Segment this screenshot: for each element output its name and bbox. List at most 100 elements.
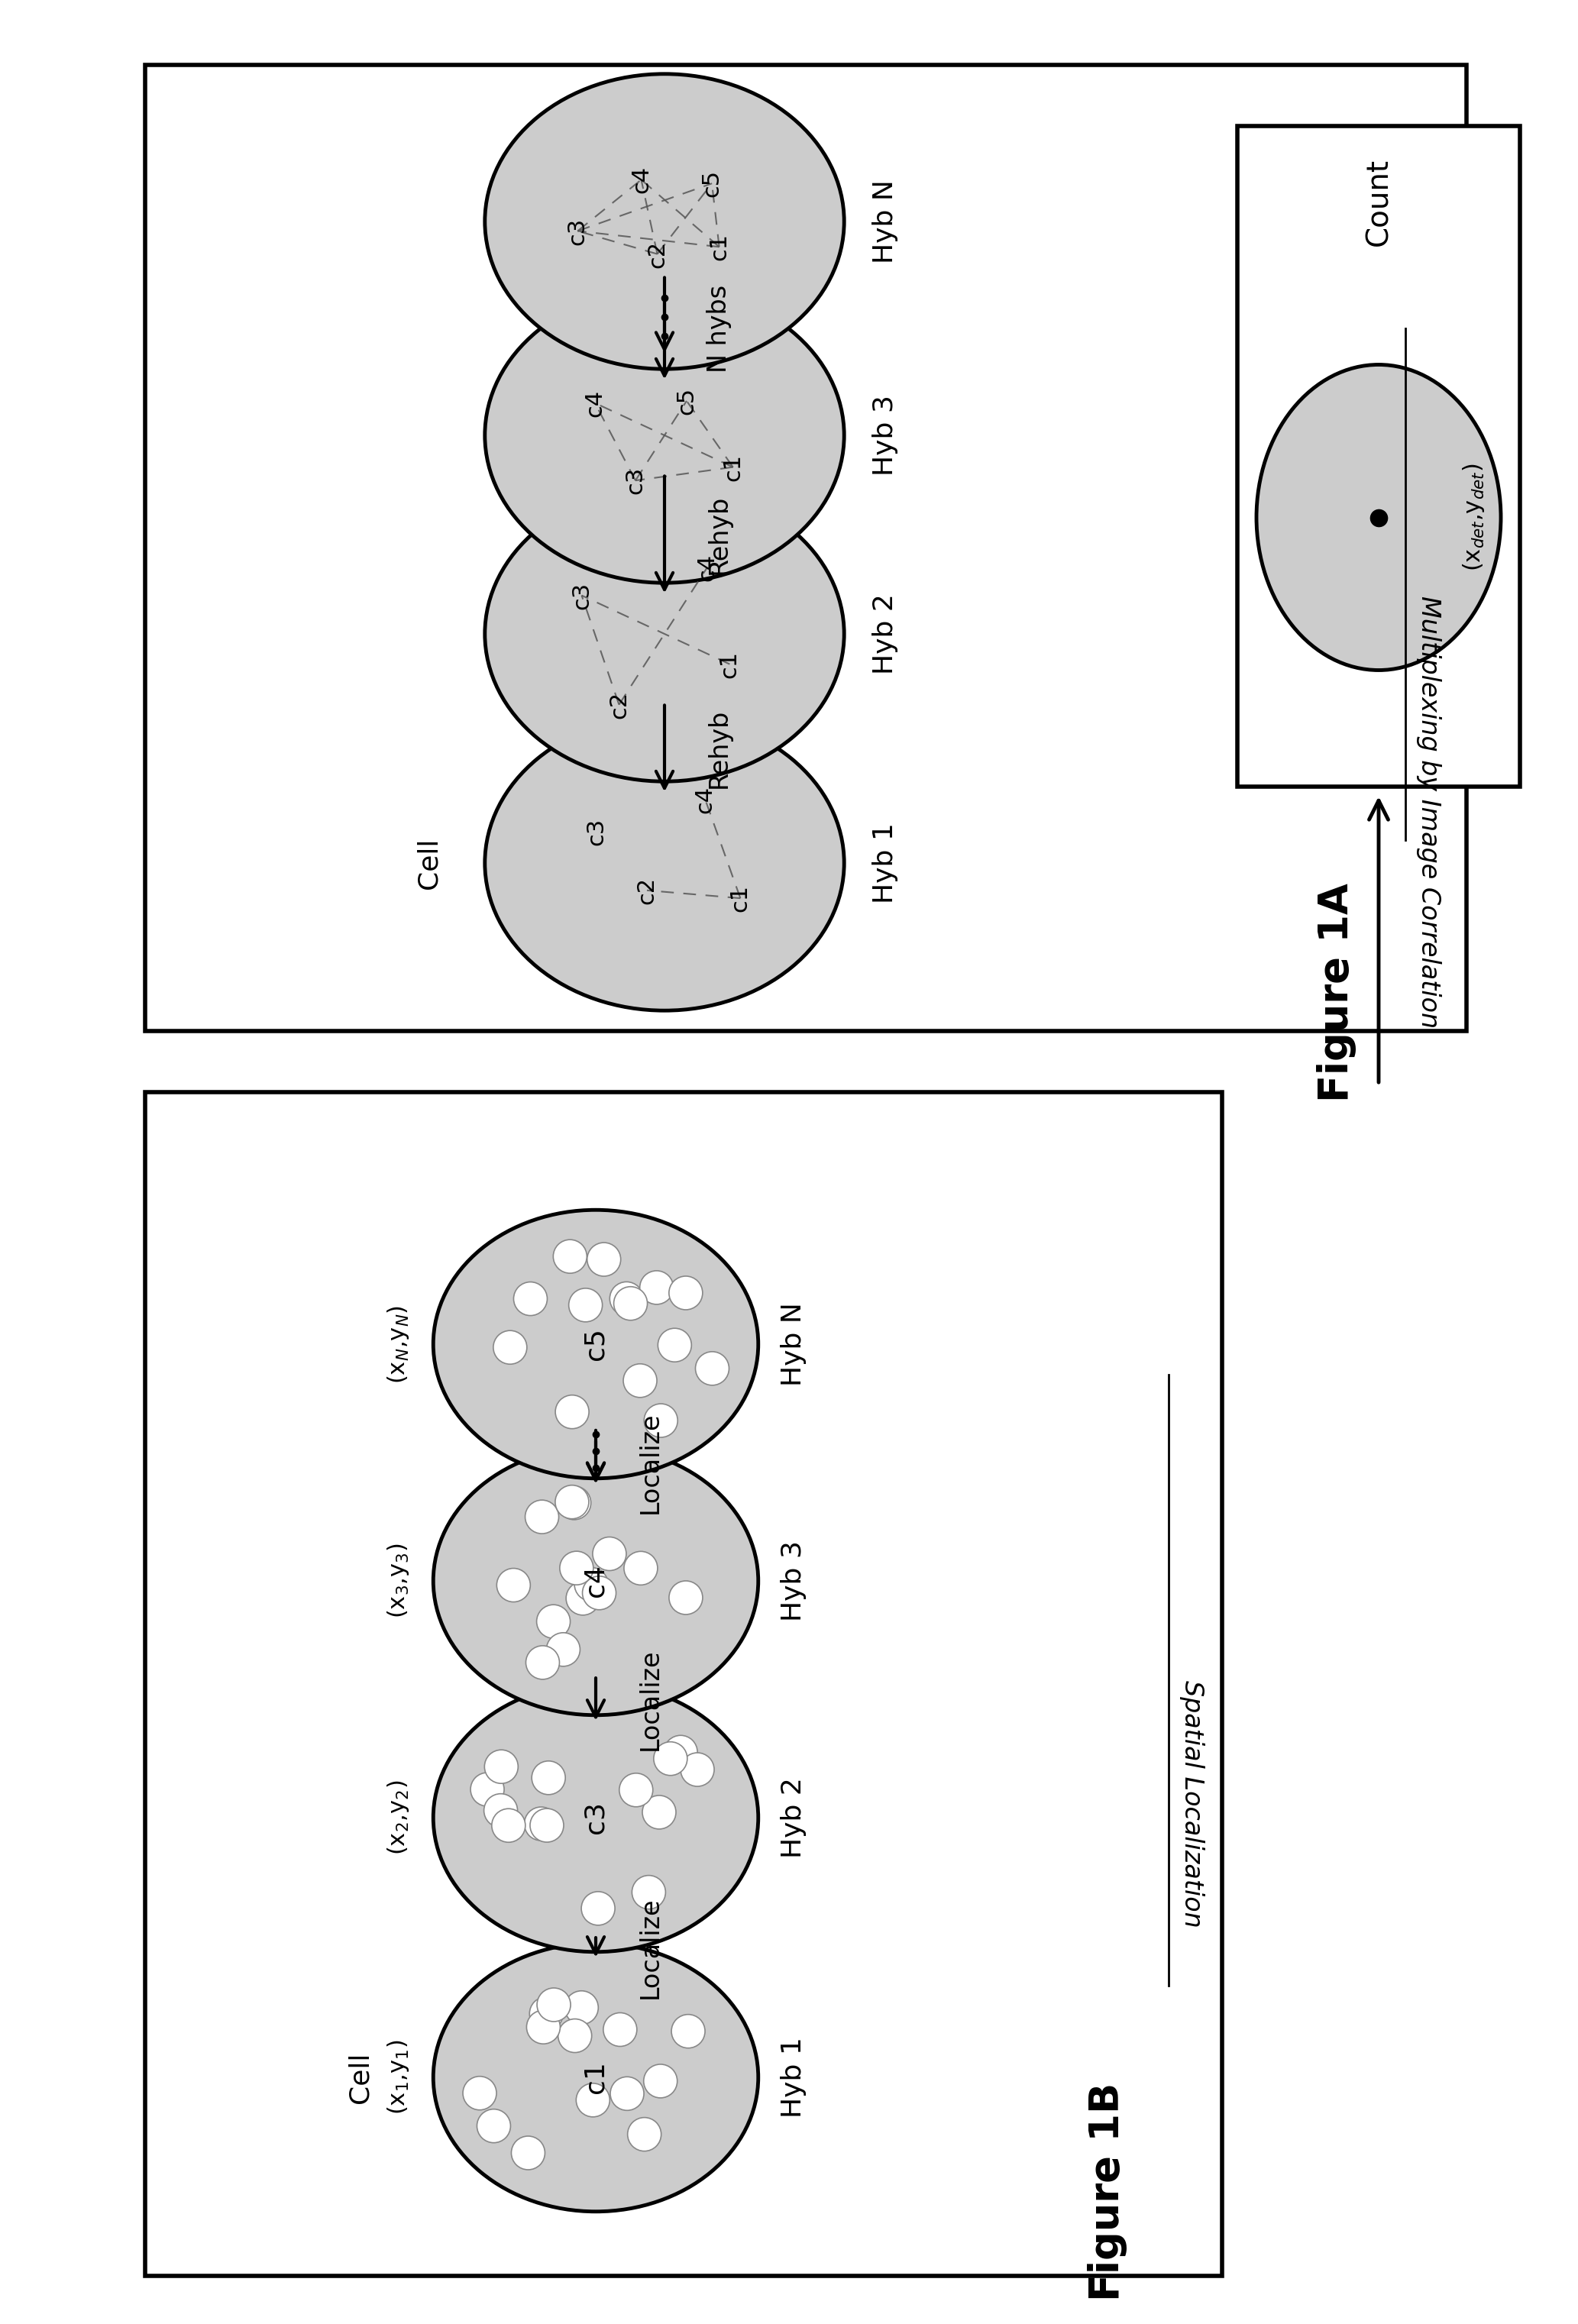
Ellipse shape: [434, 1943, 759, 2212]
Ellipse shape: [434, 1211, 759, 1478]
Text: c3: c3: [571, 581, 593, 609]
Circle shape: [470, 1773, 503, 1806]
Circle shape: [587, 1243, 620, 1276]
Circle shape: [574, 1566, 608, 1601]
Ellipse shape: [434, 1446, 759, 1715]
Text: c2: c2: [636, 876, 658, 904]
Text: c4: c4: [694, 786, 716, 813]
Circle shape: [511, 2136, 544, 2171]
Text: c1: c1: [721, 453, 745, 481]
Circle shape: [559, 2020, 592, 2052]
Text: Hyb 2: Hyb 2: [781, 1778, 806, 1859]
Circle shape: [537, 1987, 571, 2022]
Circle shape: [530, 1996, 563, 2031]
Circle shape: [568, 1287, 603, 1322]
Text: c3: c3: [625, 467, 647, 495]
Text: Localize: Localize: [638, 1411, 663, 1513]
Text: c2: c2: [647, 239, 669, 267]
Text: c1: c1: [718, 651, 740, 679]
Circle shape: [581, 1892, 615, 1924]
Circle shape: [639, 1271, 674, 1304]
Circle shape: [554, 1239, 587, 1274]
Circle shape: [494, 1332, 527, 1364]
Text: Cell: Cell: [417, 837, 442, 888]
Circle shape: [525, 1645, 560, 1680]
Text: c3: c3: [567, 216, 589, 244]
Circle shape: [619, 1773, 653, 1806]
Text: c4: c4: [630, 165, 652, 193]
Text: c4: c4: [582, 1564, 609, 1597]
Ellipse shape: [434, 1683, 759, 1952]
Bar: [145, 65, 1466, 1032]
Circle shape: [671, 2015, 705, 2047]
Circle shape: [525, 1499, 559, 1534]
Text: c4: c4: [696, 553, 718, 581]
Circle shape: [546, 1634, 581, 1666]
Text: (x$_1$,y$_1$): (x$_1$,y$_1$): [385, 2040, 410, 2115]
Circle shape: [497, 1569, 530, 1601]
Text: c1: c1: [709, 232, 731, 260]
Circle shape: [555, 1394, 589, 1429]
Text: Rehyb: Rehyb: [707, 709, 732, 788]
Circle shape: [532, 1762, 565, 1794]
Text: Hyb N: Hyb N: [781, 1301, 806, 1385]
Circle shape: [669, 1580, 702, 1615]
Text: c5: c5: [582, 1327, 609, 1360]
Text: (x$_{det}$,y$_{det}$): (x$_{det}$,y$_{det}$): [1461, 462, 1486, 572]
Text: c2: c2: [608, 690, 630, 718]
Circle shape: [530, 1808, 563, 1843]
Ellipse shape: [484, 716, 844, 1011]
Text: N hybs: N hybs: [707, 284, 732, 372]
Text: Hyb 3: Hyb 3: [873, 395, 898, 476]
Text: Hyb 3: Hyb 3: [781, 1541, 806, 1622]
Bar: [1237, 125, 1520, 786]
Text: Localize: Localize: [638, 1648, 663, 1750]
Circle shape: [623, 1552, 658, 1585]
Bar: [145, 1092, 1221, 2275]
Ellipse shape: [484, 74, 844, 370]
Circle shape: [631, 1875, 666, 1908]
Circle shape: [560, 1550, 593, 1585]
Text: (x$_2$,y$_2$): (x$_2$,y$_2$): [385, 1780, 410, 1855]
Text: Figure 1B: Figure 1B: [1087, 2082, 1127, 2301]
Circle shape: [644, 2064, 677, 2099]
Text: (x$_3$,y$_3$): (x$_3$,y$_3$): [385, 1543, 410, 1618]
Circle shape: [628, 2117, 661, 2152]
Circle shape: [462, 2075, 497, 2110]
Text: Localize: Localize: [638, 1896, 663, 1999]
Circle shape: [653, 1741, 688, 1776]
Text: c5: c5: [675, 388, 697, 414]
Circle shape: [477, 2110, 511, 2143]
Circle shape: [555, 1485, 589, 1520]
Circle shape: [680, 1752, 715, 1787]
Text: c5: c5: [701, 170, 723, 198]
Circle shape: [484, 1794, 518, 1827]
Circle shape: [614, 1287, 647, 1320]
Circle shape: [524, 1808, 559, 1841]
Circle shape: [696, 1353, 729, 1385]
Circle shape: [642, 1796, 675, 1829]
Circle shape: [644, 1404, 677, 1436]
Circle shape: [669, 1276, 702, 1311]
Text: c3: c3: [582, 1801, 609, 1834]
Ellipse shape: [1256, 365, 1501, 669]
Text: Hyb 1: Hyb 1: [873, 823, 898, 904]
Text: Count: Count: [1363, 158, 1393, 246]
Text: Hyb 1: Hyb 1: [781, 2036, 806, 2117]
Circle shape: [623, 1364, 656, 1397]
Circle shape: [484, 1750, 518, 1783]
Text: Rehyb: Rehyb: [707, 495, 732, 574]
Text: c1: c1: [582, 2061, 609, 2094]
Text: c1: c1: [729, 885, 751, 911]
Circle shape: [492, 1808, 525, 1843]
Text: Cell: Cell: [347, 2052, 372, 2103]
Circle shape: [593, 1536, 626, 1571]
Ellipse shape: [484, 486, 844, 781]
Circle shape: [527, 2010, 560, 2043]
Text: Spatial Localization: Spatial Localization: [1179, 1680, 1204, 1927]
Circle shape: [576, 2082, 609, 2117]
Ellipse shape: [484, 288, 844, 583]
Circle shape: [537, 1604, 570, 1638]
Text: c4: c4: [584, 388, 606, 416]
Text: Figure 1A: Figure 1A: [1316, 883, 1357, 1102]
